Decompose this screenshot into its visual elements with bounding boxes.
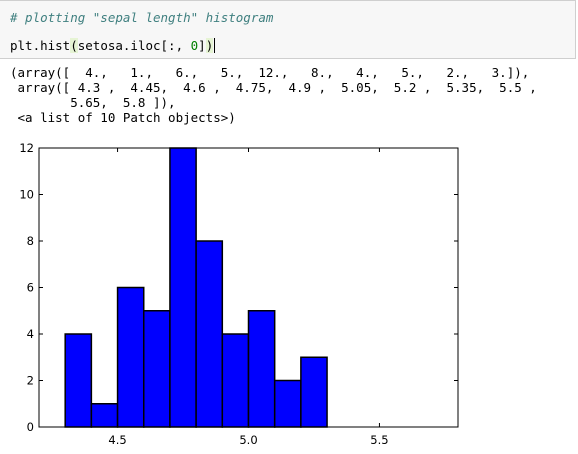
histogram-bar (116, 286, 145, 428)
code-number: 0 (190, 38, 199, 53)
y-tick-label: 2 (27, 374, 34, 388)
paren-open: ( (70, 38, 78, 53)
y-tick-label: 12 (19, 141, 34, 155)
output-line: 5.65, 5.8 ]), (10, 95, 176, 110)
output-line: (array([ 4., 1., 6., 5., 12., 8., 4., 5.… (10, 65, 530, 80)
x-tick-label: 5.0 (239, 433, 257, 447)
code-bracket: ] (198, 38, 206, 53)
x-tick-label: 4.5 (108, 433, 126, 447)
histogram-chart: 0 2 4 6 8 10 12 4.5 5.0 5.5 (19, 141, 459, 447)
histogram-bar (221, 333, 250, 428)
histogram-bar (247, 310, 276, 428)
histogram-bar (300, 356, 328, 428)
x-tick-label: 5.5 (370, 433, 388, 447)
input-cell[interactable]: # plotting "sepal length" histogram plt.… (0, 0, 576, 59)
code-argument: setosa.iloc[:, (77, 38, 191, 53)
histogram-bar (143, 310, 171, 428)
output-line: array([ 4.3 , 4.45, 4.6 , 4.75, 4.9 , 5.… (10, 80, 537, 95)
histogram-bar (90, 403, 119, 428)
histogram-bar (195, 240, 224, 428)
text-cursor (214, 38, 216, 53)
code-comment: # plotting "sepal length" histogram (10, 10, 274, 25)
code-line[interactable]: plt.hist(setosa.iloc[:, 0]) (10, 38, 216, 53)
y-tick-label: 10 (19, 188, 34, 202)
y-tick-label: 6 (27, 281, 34, 295)
histogram-bar (273, 379, 302, 428)
y-tick-label: 4 (27, 327, 34, 341)
code-function: plt.hist (10, 38, 71, 53)
cell-output: (array([ 4., 1., 6., 5., 12., 8., 4., 5.… (10, 65, 537, 125)
histogram-bar (64, 333, 93, 428)
histogram-bar (169, 147, 197, 428)
y-tick-label: 0 (27, 420, 34, 434)
output-line: <a list of 10 Patch objects>) (10, 110, 236, 125)
paren-close: ) (205, 38, 214, 53)
y-tick-label: 8 (27, 234, 34, 248)
